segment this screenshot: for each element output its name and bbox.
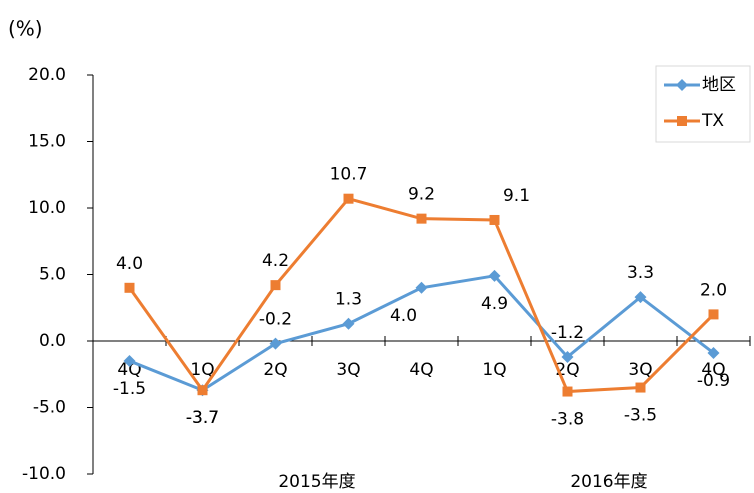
data-label: -3.5 bbox=[624, 406, 657, 426]
marker bbox=[489, 214, 500, 225]
y-tick-label: -5.0 bbox=[33, 398, 66, 418]
data-label: -0.2 bbox=[259, 310, 292, 330]
marker bbox=[123, 354, 136, 367]
data-label: 4.2 bbox=[262, 251, 289, 271]
x-tick-label: 4Q bbox=[701, 360, 725, 380]
y-axis-label: (%) bbox=[8, 17, 43, 41]
x-tick-label: 3Q bbox=[336, 360, 360, 380]
data-label: 2.0 bbox=[700, 280, 727, 300]
x-tick-label: 2Q bbox=[263, 360, 287, 380]
y-tick-label: 0.0 bbox=[39, 331, 66, 351]
data-label: -3.7 bbox=[186, 408, 219, 428]
marker bbox=[343, 193, 354, 204]
marker bbox=[342, 317, 355, 330]
marker bbox=[561, 350, 574, 363]
data-label: 1.3 bbox=[335, 290, 362, 310]
x-tick-label: 1Q bbox=[482, 360, 506, 380]
marker bbox=[707, 346, 720, 359]
data-label: 4.0 bbox=[116, 254, 143, 274]
marker bbox=[415, 281, 428, 294]
y-tick-label: 5.0 bbox=[39, 265, 66, 285]
data-label: 9.1 bbox=[503, 186, 530, 206]
marker bbox=[416, 213, 427, 224]
data-label: 3.3 bbox=[627, 263, 654, 283]
marker bbox=[270, 280, 281, 291]
legend-marker bbox=[677, 116, 687, 126]
data-label: 9.2 bbox=[408, 185, 435, 205]
marker bbox=[124, 282, 135, 293]
data-label: 10.7 bbox=[330, 165, 368, 185]
marker bbox=[562, 386, 573, 397]
data-label: -1.2 bbox=[551, 323, 584, 343]
legend-box bbox=[655, 65, 751, 143]
group-label: 2015年度 bbox=[278, 472, 355, 492]
marker bbox=[197, 385, 208, 396]
data-label: -3.8 bbox=[551, 410, 584, 430]
legend-label: 地区 bbox=[702, 75, 736, 95]
legend-marker bbox=[676, 79, 688, 91]
data-label: -0.9 bbox=[697, 371, 730, 391]
data-label: -3.7 bbox=[186, 408, 219, 428]
marker bbox=[269, 337, 282, 350]
x-tick-label: 3Q bbox=[628, 360, 652, 380]
marker bbox=[708, 309, 719, 320]
x-tick-label: 4Q bbox=[117, 360, 141, 380]
data-label: 4.9 bbox=[481, 294, 508, 314]
y-tick-label: 15.0 bbox=[28, 132, 66, 152]
group-label: 2016年度 bbox=[570, 472, 647, 492]
marker bbox=[635, 382, 646, 393]
x-tick-label: 4Q bbox=[409, 360, 433, 380]
marker bbox=[488, 269, 501, 282]
data-label: 4.0 bbox=[390, 306, 417, 326]
marker bbox=[634, 291, 647, 304]
y-tick-label: 20.0 bbox=[28, 65, 66, 85]
data-label: -1.5 bbox=[113, 379, 146, 399]
legend-label: TX bbox=[701, 111, 724, 131]
x-tick-label: 1Q bbox=[190, 360, 214, 380]
y-tick-label: 10.0 bbox=[28, 198, 66, 218]
y-tick-label: -10.0 bbox=[22, 464, 66, 484]
